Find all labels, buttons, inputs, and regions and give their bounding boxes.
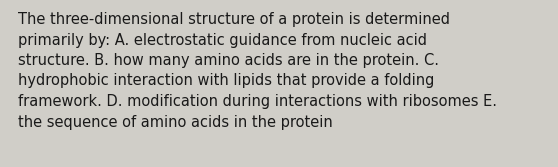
Text: primarily by: A. electrostatic guidance from nucleic acid: primarily by: A. electrostatic guidance … — [18, 33, 427, 47]
Text: The three-dimensional structure of a protein is determined: The three-dimensional structure of a pro… — [18, 12, 450, 27]
Text: framework. D. modification during interactions with ribosomes E.: framework. D. modification during intera… — [18, 94, 497, 109]
Text: structure. B. how many amino acids are in the protein. C.: structure. B. how many amino acids are i… — [18, 53, 439, 68]
Text: the sequence of amino acids in the protein: the sequence of amino acids in the prote… — [18, 115, 333, 129]
Text: hydrophobic interaction with lipids that provide a folding: hydrophobic interaction with lipids that… — [18, 73, 434, 89]
